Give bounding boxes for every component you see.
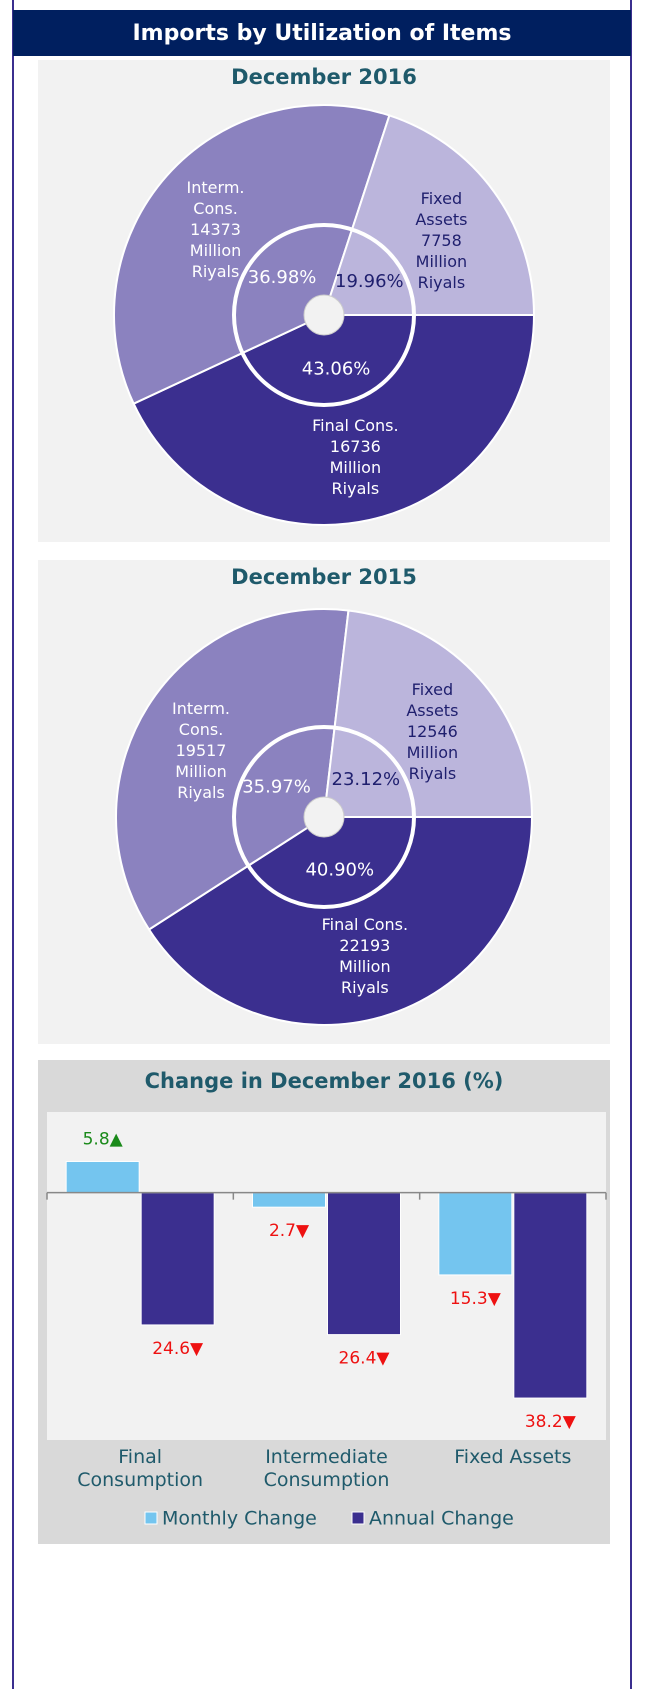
data-label: 24.6▼ <box>152 1339 204 1359</box>
slice-category: Fixed Assets <box>415 188 468 229</box>
inner-ring <box>232 725 416 909</box>
legend-label: Monthly Change <box>162 1508 317 1530</box>
bar <box>140 1192 215 1326</box>
slice-unit: Million Riyals <box>329 457 382 498</box>
hole <box>303 294 345 336</box>
percent-label: 43.06% <box>302 359 371 380</box>
percent-label: 23.12% <box>332 769 401 790</box>
slice-amount: 7758 <box>421 230 462 250</box>
legend-label: Annual Change <box>369 1508 514 1530</box>
data-label: 15.3▼ <box>450 1289 502 1309</box>
bar <box>327 1192 401 1336</box>
slice-category: Interm. Cons. <box>172 699 230 740</box>
chart-title: Change in December 2016 (%) <box>145 1069 504 1093</box>
slice-label: Fixed Assets 12546 Million Riyals <box>385 679 480 784</box>
slice-amount: 14373 <box>190 219 241 239</box>
data-label: 26.4▼ <box>339 1349 391 1369</box>
slice-label: Final Cons. 16736 Million Riyals <box>308 415 403 499</box>
x-tick-label: Final Consumption <box>77 1446 204 1491</box>
slice-amount: 19517 <box>175 741 227 761</box>
percent-label: 40.90% <box>305 860 374 881</box>
bar <box>438 1192 513 1276</box>
plot-area <box>47 1112 606 1440</box>
x-tick-label-box: Intermediate Consumption <box>263 1446 390 1491</box>
percent-label: 36.98% <box>248 267 317 288</box>
slice-unit: Million Riyals <box>339 957 391 998</box>
x-tick-label-box: Fixed Assets <box>454 1446 572 1468</box>
data-label: 38.2▼ <box>525 1412 577 1432</box>
x-tick-label: Intermediate Consumption <box>263 1446 390 1491</box>
slice-amount: 12546 <box>406 721 458 741</box>
hole <box>303 796 345 838</box>
slice-category: Final Cons. <box>312 415 399 435</box>
bar <box>65 1160 140 1194</box>
legend-swatch <box>351 1511 365 1525</box>
slice-amount: 16736 <box>329 436 381 456</box>
legend-swatch <box>144 1511 158 1525</box>
header-bar <box>13 10 631 56</box>
chart-title: December 2015 <box>231 565 417 589</box>
slice-unit: Million Riyals <box>415 251 468 292</box>
slice-label: Fixed Assets 7758 Million Riyals <box>394 188 489 293</box>
x-tick-label: Fixed Assets <box>454 1446 572 1468</box>
data-label: 5.8▲ <box>83 1129 124 1149</box>
x-tick-label-box: Final Consumption <box>77 1446 204 1491</box>
bar <box>252 1192 326 1208</box>
slice-category: Final Cons. <box>321 915 409 935</box>
pie-slice <box>322 114 536 316</box>
pie-slice <box>132 314 536 526</box>
slice-label: Interm. Cons. 14373 Million Riyals <box>168 177 263 282</box>
slice-amount: 22193 <box>339 936 391 956</box>
percent-label: 19.96% <box>335 271 404 292</box>
inner-ring <box>232 223 416 407</box>
bar <box>513 1192 588 1399</box>
chart-title: December 2016 <box>231 65 417 89</box>
slice-label: Final Cons. 22193 Million Riyals <box>317 914 412 998</box>
page-title: Imports by Utilization of Items <box>133 21 512 46</box>
slice-unit: Million Riyals <box>189 240 242 281</box>
pie-slice <box>115 608 350 931</box>
pie-slice <box>322 609 534 818</box>
slice-label: Interm. Cons. 19517 Million Riyals <box>154 698 249 803</box>
data-label: 2.7▼ <box>269 1221 310 1241</box>
slice-unit: Million Riyals <box>175 762 227 803</box>
slice-unit: Million Riyals <box>406 742 459 783</box>
pie-slice <box>113 104 391 406</box>
percent-label: 35.97% <box>242 776 311 797</box>
slice-category: Interm. Cons. <box>186 177 245 218</box>
slice-category: Fixed Assets <box>406 679 459 720</box>
